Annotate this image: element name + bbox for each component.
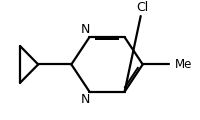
Text: N: N bbox=[81, 93, 90, 106]
Text: Me: Me bbox=[174, 58, 191, 71]
Text: N: N bbox=[81, 23, 90, 36]
Text: Cl: Cl bbox=[136, 1, 148, 14]
